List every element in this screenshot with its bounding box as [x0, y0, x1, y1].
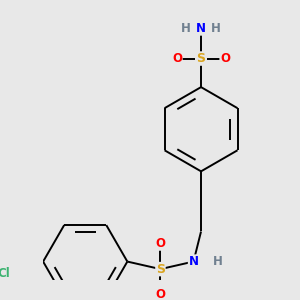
Text: O: O — [220, 52, 230, 65]
Text: H: H — [181, 22, 191, 35]
Text: O: O — [155, 288, 165, 300]
Text: N: N — [196, 22, 206, 35]
Text: H: H — [211, 22, 221, 35]
Text: S: S — [156, 262, 165, 276]
Text: O: O — [155, 237, 165, 250]
Text: N: N — [188, 255, 199, 268]
Text: H: H — [213, 255, 223, 268]
Text: S: S — [196, 52, 206, 65]
Text: O: O — [172, 52, 182, 65]
Text: Cl: Cl — [0, 267, 11, 280]
